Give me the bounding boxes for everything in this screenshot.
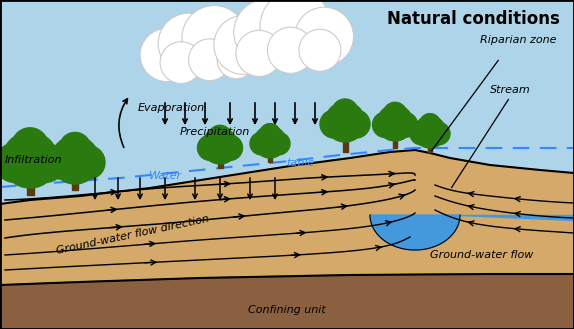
Circle shape <box>0 143 34 182</box>
Circle shape <box>26 143 65 182</box>
Circle shape <box>325 102 365 142</box>
Bar <box>343 122 347 152</box>
Circle shape <box>160 42 202 84</box>
Circle shape <box>71 146 105 179</box>
Text: Ground-water flow: Ground-water flow <box>430 250 533 260</box>
Circle shape <box>234 0 301 66</box>
Text: Confining unit: Confining unit <box>248 305 326 315</box>
Circle shape <box>299 29 341 71</box>
Text: Water: Water <box>149 171 181 181</box>
Circle shape <box>267 27 313 73</box>
Circle shape <box>218 135 242 161</box>
Circle shape <box>189 39 230 81</box>
Bar <box>72 160 78 190</box>
Circle shape <box>214 21 266 74</box>
Polygon shape <box>370 215 460 250</box>
Text: Riparian zone: Riparian zone <box>480 35 557 45</box>
Circle shape <box>158 13 219 74</box>
Circle shape <box>414 116 446 148</box>
Circle shape <box>214 15 273 74</box>
Circle shape <box>250 132 273 155</box>
Circle shape <box>320 110 348 138</box>
Bar <box>268 142 272 162</box>
Circle shape <box>377 105 413 141</box>
Text: Stream: Stream <box>490 85 531 95</box>
Circle shape <box>59 132 91 164</box>
Circle shape <box>294 7 354 66</box>
Circle shape <box>383 102 407 126</box>
Polygon shape <box>0 150 574 285</box>
Bar <box>26 160 33 195</box>
Circle shape <box>202 128 238 164</box>
Circle shape <box>392 112 417 138</box>
Text: Ground-water flow direction: Ground-water flow direction <box>55 214 210 256</box>
Circle shape <box>267 132 290 155</box>
Circle shape <box>373 112 398 138</box>
Circle shape <box>140 28 193 82</box>
Circle shape <box>254 126 286 158</box>
Circle shape <box>236 30 282 77</box>
Circle shape <box>410 122 432 145</box>
Circle shape <box>420 114 440 135</box>
Bar <box>428 132 432 152</box>
Circle shape <box>182 6 247 70</box>
Circle shape <box>2 132 58 188</box>
Circle shape <box>428 122 450 145</box>
Circle shape <box>45 146 79 179</box>
Circle shape <box>217 41 255 79</box>
Circle shape <box>342 110 370 138</box>
Circle shape <box>197 135 223 161</box>
Circle shape <box>208 125 232 149</box>
Circle shape <box>12 128 48 164</box>
Text: Infiltration: Infiltration <box>5 155 63 165</box>
Bar <box>393 123 397 148</box>
Polygon shape <box>460 215 574 220</box>
Polygon shape <box>0 274 574 329</box>
Text: table: table <box>286 158 314 168</box>
Bar <box>218 146 223 168</box>
Circle shape <box>51 136 99 184</box>
Circle shape <box>260 0 331 62</box>
Text: Natural conditions: Natural conditions <box>387 10 560 28</box>
Circle shape <box>259 124 281 144</box>
Text: Precipitation: Precipitation <box>180 127 250 137</box>
Circle shape <box>332 99 358 125</box>
Text: Evaporation: Evaporation <box>138 103 205 113</box>
